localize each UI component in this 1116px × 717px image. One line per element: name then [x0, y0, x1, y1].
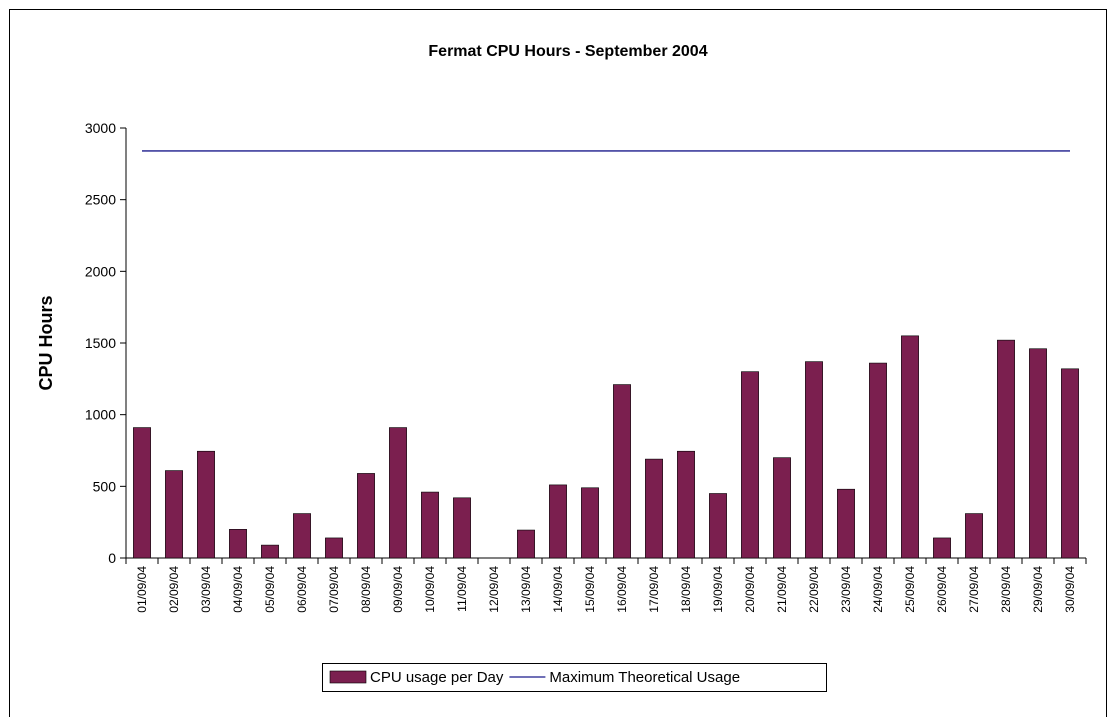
bar	[1061, 368, 1079, 559]
x-tick-label: 19/09/04	[711, 566, 725, 613]
bar	[293, 513, 311, 559]
x-tick-label: 09/09/04	[391, 566, 405, 613]
x-tick-label: 27/09/04	[967, 566, 981, 613]
bar	[1029, 348, 1047, 559]
x-tick-label: 30/09/04	[1063, 566, 1077, 613]
bar	[613, 384, 631, 559]
bar	[165, 470, 183, 559]
x-tick-label: 11/09/04	[455, 566, 469, 612]
bar	[997, 339, 1015, 559]
x-tick-label: 17/09/04	[647, 566, 661, 613]
y-tick-label: 2500	[85, 192, 116, 208]
chart-frame	[9, 9, 1107, 717]
x-tick-label: 07/09/04	[327, 566, 341, 613]
bar	[325, 537, 343, 559]
x-tick-label: 03/09/04	[199, 566, 213, 613]
bar	[389, 427, 407, 559]
bar	[869, 362, 887, 559]
bar	[901, 335, 919, 559]
x-tick-label: 05/09/04	[263, 566, 277, 613]
bar	[261, 544, 279, 559]
y-tick-label: 1500	[85, 335, 116, 351]
x-tick-label: 21/09/04	[775, 566, 789, 613]
y-tick-label: 500	[93, 478, 117, 494]
bar	[741, 371, 759, 559]
bar	[677, 450, 695, 559]
x-tick-label: 15/09/04	[583, 566, 597, 613]
bar	[805, 361, 823, 559]
y-tick-label: 0	[108, 550, 116, 566]
y-tick-label: 3000	[85, 120, 116, 136]
bar	[581, 487, 599, 559]
bar	[965, 513, 983, 559]
bar	[773, 457, 791, 559]
bar	[133, 427, 151, 559]
bar	[709, 493, 727, 559]
chart-title: Fermat CPU Hours - September 2004	[428, 43, 707, 60]
x-tick-label: 22/09/04	[807, 566, 821, 613]
x-tick-label: 06/09/04	[295, 566, 309, 613]
legend-label: Maximum Theoretical Usage	[549, 669, 740, 686]
x-tick-label: 04/09/04	[231, 566, 245, 613]
y-tick-label: 2000	[85, 263, 116, 279]
x-tick-label: 12/09/04	[487, 566, 501, 613]
x-tick-label: 23/09/04	[839, 566, 853, 613]
x-tick-label: 02/09/04	[167, 566, 181, 613]
y-axis-title: CPU Hours	[36, 295, 56, 390]
bar	[357, 473, 375, 559]
x-tick-label: 16/09/04	[615, 566, 629, 613]
bar	[229, 529, 247, 559]
bar	[645, 458, 663, 559]
bar	[421, 491, 439, 559]
x-tick-label: 26/09/04	[935, 566, 949, 613]
legend-swatch	[329, 670, 367, 684]
x-tick-label: 10/09/04	[423, 566, 437, 613]
bar	[517, 529, 535, 559]
bar	[549, 484, 567, 559]
x-tick-label: 01/09/04	[135, 566, 149, 613]
bar	[837, 488, 855, 559]
x-tick-label: 20/09/04	[743, 566, 757, 613]
x-tick-label: 14/09/04	[551, 566, 565, 613]
x-tick-label: 18/09/04	[679, 566, 693, 613]
x-tick-label: 29/09/04	[1031, 566, 1045, 613]
x-tick-label: 28/09/04	[999, 566, 1013, 613]
bar	[933, 537, 951, 559]
legend-label: CPU usage per Day	[370, 669, 504, 686]
x-tick-label: 13/09/04	[519, 566, 533, 613]
bar	[453, 497, 471, 559]
bar	[197, 450, 215, 559]
legend-box	[322, 663, 827, 692]
x-tick-label: 25/09/04	[903, 566, 917, 613]
y-tick-label: 1000	[85, 407, 116, 423]
x-tick-label: 24/09/04	[871, 566, 885, 613]
x-tick-label: 08/09/04	[359, 566, 373, 613]
